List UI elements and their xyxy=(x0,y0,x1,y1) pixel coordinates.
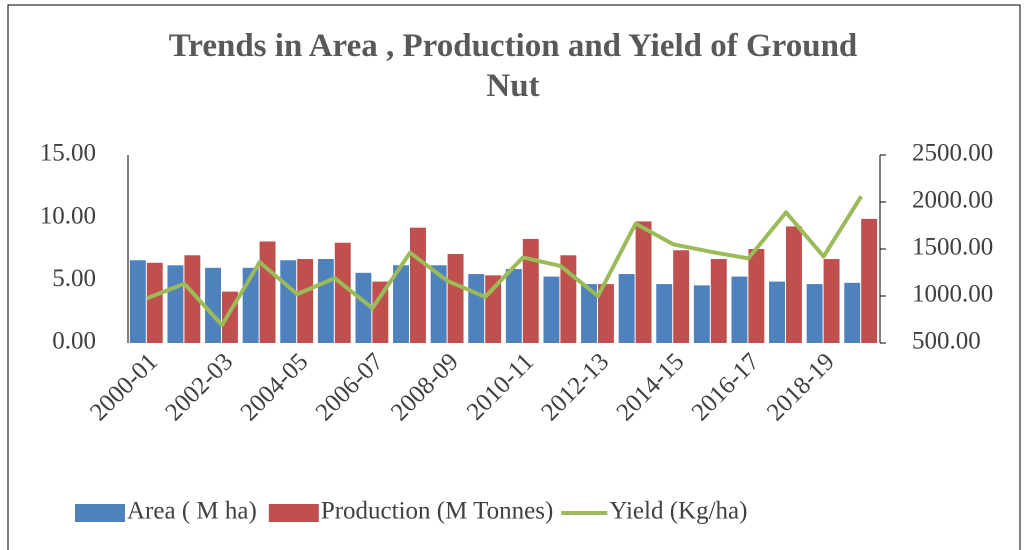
bar xyxy=(317,259,334,343)
bar xyxy=(167,265,184,343)
bar xyxy=(710,259,727,343)
legend-swatch xyxy=(268,504,319,522)
bar xyxy=(205,267,221,343)
x-tick-label: 2004-05 xyxy=(235,348,313,426)
bar xyxy=(806,284,823,343)
y2-tick-label: 1000.00 xyxy=(912,281,993,308)
legend-label: Yield (Kg/ha) xyxy=(609,498,747,525)
bar xyxy=(393,265,409,343)
bar xyxy=(184,255,201,343)
x-tick-label: 2006-07 xyxy=(311,348,389,426)
y-tick-label: 0.00 xyxy=(52,328,96,355)
x-tick-label: 2002-03 xyxy=(160,348,238,426)
bar xyxy=(468,274,485,343)
bar xyxy=(823,259,840,343)
bar xyxy=(861,218,878,343)
bar xyxy=(129,260,146,343)
bar xyxy=(769,281,785,343)
bar xyxy=(280,260,297,343)
bar xyxy=(543,276,560,343)
x-tick-label: 2018-19 xyxy=(762,348,840,426)
bar xyxy=(731,276,748,343)
bar xyxy=(430,265,447,343)
bar xyxy=(447,254,464,343)
bar xyxy=(598,284,614,343)
bar xyxy=(581,284,597,343)
line xyxy=(146,195,863,328)
y2-tick-label: 1500.00 xyxy=(912,234,993,261)
x-tick-label: 2012-13 xyxy=(536,348,614,426)
bar xyxy=(522,238,539,343)
bar xyxy=(693,285,710,343)
bar xyxy=(673,250,690,343)
y-tick-label: 15.00 xyxy=(40,140,96,167)
y2-tick-label: 500.00 xyxy=(912,328,981,355)
x-tick-label: 2000-01 xyxy=(85,348,163,426)
bar xyxy=(372,281,389,343)
y2-tick-label: 2000.00 xyxy=(912,187,993,214)
bar xyxy=(786,226,802,343)
x-tick-label: 2008-09 xyxy=(386,348,464,426)
chart-border xyxy=(7,4,1021,550)
bar xyxy=(259,241,276,343)
bar xyxy=(748,249,765,343)
bar xyxy=(146,262,163,343)
bar xyxy=(505,269,522,343)
bar xyxy=(297,259,314,343)
x-tick-label: 2016-17 xyxy=(687,348,765,426)
x-tick-label: 2014-15 xyxy=(611,348,689,426)
y-tick-label: 10.00 xyxy=(40,202,96,229)
bar xyxy=(635,221,652,343)
y2-tick-label: 2500.00 xyxy=(912,140,993,167)
y-tick-label: 5.00 xyxy=(52,265,96,292)
legend-swatch xyxy=(75,504,125,522)
chart-title: Trends in Area , Production and Yield of… xyxy=(168,28,858,104)
bar xyxy=(355,272,372,343)
x-tick-label: 2010-11 xyxy=(462,348,539,425)
bar xyxy=(844,282,861,343)
bar xyxy=(334,242,351,343)
legend-label: Area ( M ha) xyxy=(127,498,257,525)
bar xyxy=(618,274,635,343)
legend-label: Production (M Tonnes) xyxy=(321,498,554,525)
bar xyxy=(410,227,426,343)
bar xyxy=(656,284,673,343)
